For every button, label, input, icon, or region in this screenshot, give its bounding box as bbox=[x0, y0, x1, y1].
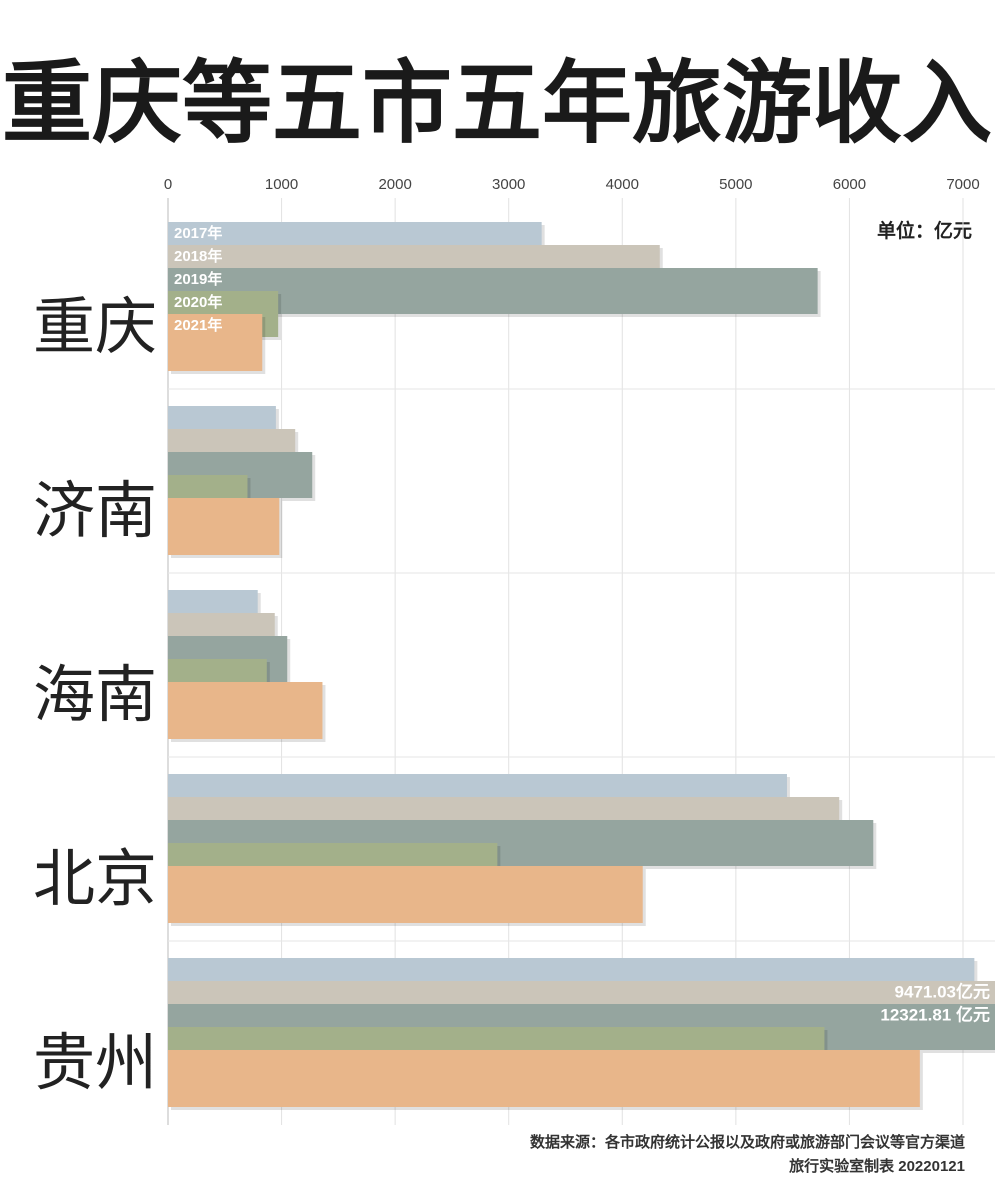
value-label: 9471.03亿元 bbox=[895, 981, 990, 1001]
x-tick-label: 1000 bbox=[265, 176, 298, 193]
legend-label: 2019年 bbox=[174, 270, 222, 288]
x-tick-label: 0 bbox=[164, 176, 172, 193]
bar bbox=[168, 498, 280, 555]
labels: 0 1000 2000 3000 4000 5000 6000 7000 重庆 2017年 2018… bbox=[33, 176, 990, 1098]
category-label: 海南 bbox=[33, 662, 157, 730]
x-tick-label: 3000 bbox=[492, 176, 525, 193]
bar bbox=[168, 682, 323, 739]
category-label: 北京 bbox=[33, 846, 157, 914]
category-label: 重庆 bbox=[33, 294, 157, 362]
category-label: 济南 bbox=[33, 478, 157, 546]
x-tick-label: 7000 bbox=[946, 176, 979, 193]
x-tick-label: 4000 bbox=[606, 176, 639, 193]
bar bbox=[168, 314, 263, 371]
x-tick-label: 5000 bbox=[719, 176, 752, 193]
unit-label: 单位：亿元 bbox=[877, 219, 972, 242]
grid bbox=[167, 198, 995, 1125]
bars bbox=[168, 222, 995, 1110]
bar bbox=[168, 1050, 920, 1107]
legend-label: 2021年 bbox=[174, 316, 222, 334]
credit: 旅行实验室制表 20220121 bbox=[789, 1157, 965, 1175]
legend-label: 2018年 bbox=[174, 247, 222, 265]
x-tick-label: 2000 bbox=[378, 176, 411, 193]
value-label: 12321.81 亿元 bbox=[880, 1004, 990, 1024]
legend-label: 2017年 bbox=[174, 224, 222, 242]
bar bbox=[168, 866, 643, 923]
chart-title: 重庆等五市五年旅游收入 bbox=[2, 54, 992, 154]
x-tick-label: 6000 bbox=[833, 176, 866, 193]
category-label: 贵州 bbox=[33, 1030, 157, 1098]
source: 数据来源：各市政府统计公报以及政府或旅游部门会议等官方渠道 bbox=[530, 1133, 965, 1151]
legend-label: 2020年 bbox=[174, 293, 222, 311]
